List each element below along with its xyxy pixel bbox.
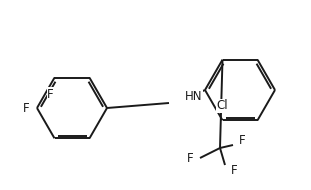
Text: F: F [231,165,238,177]
Text: HN: HN [185,90,202,104]
Text: F: F [239,135,246,147]
Text: F: F [187,151,194,165]
Text: Cl: Cl [217,99,228,112]
Text: F: F [22,101,29,115]
Text: F: F [47,88,54,101]
